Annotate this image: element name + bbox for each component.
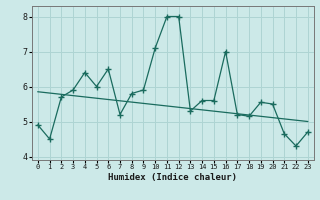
X-axis label: Humidex (Indice chaleur): Humidex (Indice chaleur) [108, 173, 237, 182]
